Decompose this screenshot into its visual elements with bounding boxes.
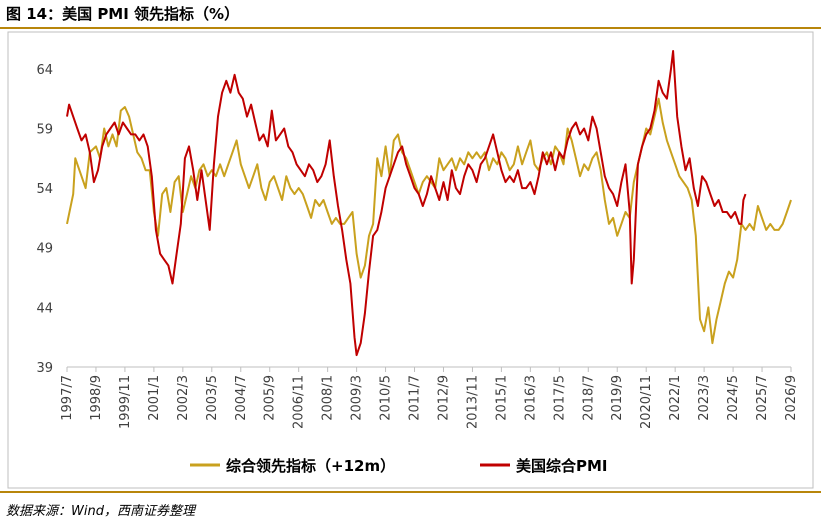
x-tick-label: 2009/3 — [350, 375, 365, 421]
x-tick-label: 1997/7 — [60, 375, 75, 421]
bottom-rule — [0, 491, 821, 493]
x-axis: 1997/7 1998/9 1999/11 2001/1 2002/3 2003/5 200… — [60, 366, 799, 429]
x-tick-label: 2010/5 — [379, 375, 394, 421]
x-tick-label: 2018/7 — [581, 375, 596, 421]
y-tick-label: 64 — [36, 63, 53, 78]
x-tick-label: 2015/1 — [494, 375, 509, 421]
x-tick-label: 2008/1 — [321, 375, 336, 421]
x-tick-label: 2024/5 — [726, 375, 741, 421]
x-tick-label: 2002/3 — [176, 375, 191, 421]
y-tick-label: 59 — [36, 122, 53, 137]
x-tick-label: 2001/1 — [147, 375, 162, 421]
figure-title: 图 14：美国 PMI 领先指标（%） — [6, 5, 240, 23]
plot-frame — [7, 31, 814, 489]
x-tick-label: 2003/5 — [205, 375, 220, 421]
x-tick-label: 2017/5 — [552, 375, 567, 421]
series-layer — [66, 50, 792, 357]
x-tick-label: 2013/11 — [465, 375, 480, 429]
x-tick-label: 2011/7 — [408, 375, 423, 421]
x-tick-label: 1999/11 — [118, 375, 133, 429]
x-tick-label: 2004/7 — [234, 375, 249, 421]
x-tick-label: 2019/9 — [610, 375, 625, 421]
x-tick-label: 2025/7 — [755, 375, 770, 421]
pmi-leading-indicator-chart: 39 44 49 54 59 64 1997/7 1998/9 1999/11 2001/1 20… — [7, 31, 814, 489]
x-tick-label: 1998/9 — [89, 375, 104, 421]
x-tick-label: 2012/9 — [436, 375, 451, 421]
series-line-1 — [66, 97, 792, 345]
legend-label-1: 综合领先指标（+12m） — [226, 457, 395, 475]
y-tick-label: 54 — [36, 182, 53, 197]
x-tick-label: 2022/1 — [668, 375, 683, 421]
x-tick-label: 2005/9 — [263, 375, 278, 421]
y-axis-ticks: 39 44 49 54 59 64 — [36, 63, 53, 376]
x-tick-label: 2020/11 — [639, 375, 654, 429]
y-tick-label: 39 — [36, 361, 53, 376]
source-note: 数据来源：Wind，西南证券整理 — [6, 504, 195, 519]
y-tick-label: 49 — [36, 242, 53, 257]
x-tick-label: 2006/11 — [292, 375, 307, 429]
x-tick-label: 2016/3 — [523, 375, 538, 421]
x-tick-label: 2026/9 — [784, 375, 799, 421]
legend-label-2: 美国综合PMI — [516, 457, 608, 475]
y-tick-label: 44 — [36, 301, 53, 316]
legend: 综合领先指标（+12m） 美国综合PMI — [190, 457, 608, 475]
top-rule — [0, 27, 821, 29]
series-line-2 — [66, 50, 747, 357]
x-tick-label: 2023/3 — [697, 375, 712, 421]
